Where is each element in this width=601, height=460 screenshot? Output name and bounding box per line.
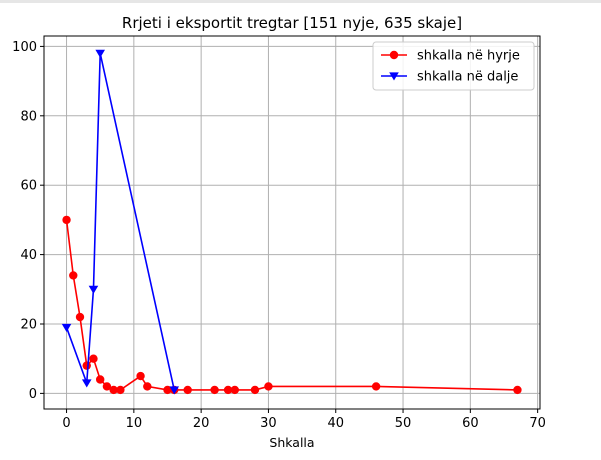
data-point (169, 386, 180, 395)
series-out-degree (61, 49, 180, 395)
x-tick-label: 30 (260, 416, 277, 431)
legend-marker (389, 50, 399, 60)
y-tick-label: 0 (29, 387, 37, 402)
data-point (109, 385, 118, 395)
data-point (143, 382, 152, 391)
chart-title: Rrjeti i eksportit tregtar [151 nyje, 63… (122, 14, 462, 32)
data-point (183, 385, 192, 395)
data-point (223, 385, 233, 395)
y-tick-label: 100 (12, 40, 37, 55)
x-tick-label: 10 (126, 416, 143, 431)
y-tick-label: 40 (20, 248, 37, 263)
data-point (95, 49, 105, 58)
data-point (62, 215, 71, 225)
data-point (69, 271, 78, 280)
x-tick-label: 50 (395, 416, 412, 431)
data-point (136, 371, 145, 381)
legend-marker (389, 72, 399, 81)
data-point (250, 385, 260, 395)
x-tick-label: 60 (462, 416, 479, 431)
x-tick-label: 40 (327, 416, 344, 431)
data-point (116, 385, 125, 395)
data-point (61, 323, 72, 333)
y-tick-label: 80 (20, 109, 37, 124)
axis-ticks: 0 10 20 30 40 50 60 70 0 20 40 60 80 100 (12, 40, 546, 431)
data-point (89, 354, 98, 363)
data-point (81, 379, 92, 388)
x-tick-label: 20 (193, 416, 210, 431)
data-point (371, 382, 381, 391)
grid-lines (44, 36, 540, 409)
x-tick-label: 70 (529, 416, 546, 431)
data-point (75, 312, 85, 322)
series-in-degree (62, 215, 522, 395)
legend-box (372, 41, 535, 91)
y-tick-label: 20 (20, 317, 37, 332)
series-layer (61, 49, 522, 395)
data-point (163, 385, 172, 395)
data-point (88, 285, 99, 294)
data-point (230, 385, 239, 395)
x-tick-label: 0 (62, 416, 70, 431)
legend-label: shkalla në dalje (417, 70, 518, 85)
data-point (264, 382, 273, 391)
data-point (82, 361, 91, 370)
x-axis-label: Shkalla (269, 435, 314, 450)
plot-frame (43, 35, 541, 410)
legend-item: shkalla në hyrje (381, 49, 520, 64)
data-point (210, 385, 219, 395)
data-point (513, 385, 522, 395)
window-top-edge (0, 0, 601, 3)
data-point (102, 382, 112, 391)
legend-label: shkalla në hyrje (417, 49, 520, 64)
y-tick-label: 60 (20, 179, 37, 194)
legend-item: shkalla në dalje (381, 70, 518, 85)
data-point (95, 375, 105, 384)
legend: shkalla në hyrje shkalla në dalje (372, 41, 535, 91)
